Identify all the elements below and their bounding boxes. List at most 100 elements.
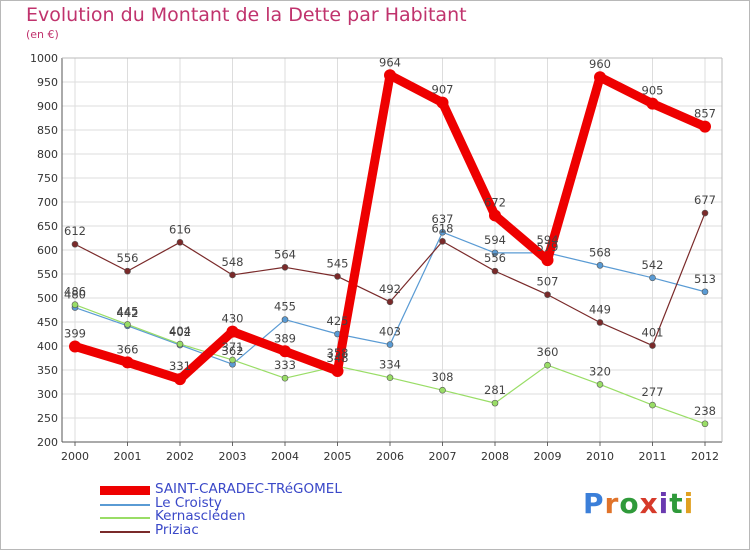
data-point: [229, 356, 236, 364]
legend-label: Priziac: [155, 521, 199, 538]
data-point: [596, 381, 604, 388]
y-tick-label: 250: [37, 412, 58, 425]
x-tick-label: 2005: [324, 450, 352, 463]
data-label: 404: [169, 324, 191, 338]
data-label: 331: [169, 359, 191, 373]
data-point: [386, 298, 394, 306]
x-tick-label: 2009: [534, 450, 562, 463]
data-point: [334, 273, 341, 280]
data-label: 238: [694, 404, 716, 418]
y-tick-label: 950: [37, 76, 58, 89]
data-point: [649, 401, 656, 409]
series-lines: [69, 69, 711, 428]
x-tick-label: 2011: [639, 450, 667, 463]
y-tick-label: 300: [37, 388, 58, 401]
data-label: 334: [379, 358, 401, 372]
data-point: [699, 120, 711, 133]
legend-label: Le Croisty: [155, 494, 222, 511]
legend-item: SAINT-CARADEC-TRéGOMEL: [100, 481, 400, 498]
logo-letter: x: [639, 487, 659, 520]
data-label: 402: [169, 325, 191, 339]
data-point: [281, 374, 289, 382]
grid: [62, 57, 722, 443]
data-label: 542: [642, 258, 664, 272]
legend-swatch: [100, 503, 150, 506]
data-label: 281: [484, 383, 506, 397]
data-label: 445: [117, 304, 139, 318]
data-point: [229, 271, 236, 279]
axes: 200 250 300 350 400 450 500 550 600 650 700 750 800 8…: [30, 52, 723, 463]
y-tick-label: 650: [37, 220, 58, 233]
data-label: 333: [274, 358, 296, 372]
data-point: [541, 254, 554, 267]
data-label: 857: [694, 107, 716, 121]
data-label: 449: [589, 302, 611, 316]
data-label: 425: [327, 314, 349, 328]
data-point: [439, 238, 446, 245]
data-point: [489, 209, 501, 222]
data-label: 430: [222, 312, 244, 326]
data-point: [439, 228, 446, 236]
y-tick-label: 700: [37, 196, 58, 209]
legend-label: SAINT-CARADEC-TRéGOMEL: [155, 481, 342, 497]
data-label: 513: [694, 272, 716, 286]
data-label: 277: [642, 385, 664, 399]
legend-swatch: [100, 517, 150, 519]
data-point: [491, 249, 499, 257]
logo-letter: r: [604, 487, 620, 520]
y-tick-label: 1000: [30, 52, 58, 65]
x-tick-label: 2012: [691, 450, 719, 463]
x-tick-label: 2001: [114, 450, 142, 463]
y-tick-label: 550: [37, 268, 58, 281]
data-label: 348: [327, 351, 349, 365]
chart-subtitle: (en €): [26, 28, 59, 41]
data-point: [436, 96, 449, 109]
data-point: [596, 262, 604, 269]
data-point: [174, 373, 186, 386]
data-point: [226, 325, 239, 338]
data-label: 579: [537, 240, 559, 254]
data-point: [124, 267, 131, 275]
data-label: 389: [274, 331, 296, 345]
data-point: [491, 399, 499, 407]
data-point: [594, 71, 606, 84]
logo-letter: P: [583, 487, 605, 520]
data-label: 362: [222, 344, 244, 358]
data-point: [386, 341, 394, 348]
data-label: 960: [589, 57, 611, 71]
data-label: 594: [484, 233, 506, 247]
logo-letter: i: [658, 487, 670, 520]
y-tick-label: 600: [37, 244, 58, 257]
data-label: 594: [537, 233, 559, 247]
data-point: [491, 267, 499, 275]
y-tick-label: 850: [37, 124, 58, 137]
logo-letter: i: [683, 487, 695, 520]
y-tick-label: 800: [37, 148, 58, 161]
data-label: 618: [432, 221, 454, 235]
y-tick-label: 750: [37, 172, 58, 185]
x-tick-label: 2004: [271, 450, 299, 463]
x-tick-label: 2007: [429, 450, 457, 463]
x-tick-label: 2002: [166, 450, 194, 463]
legend-swatch: [100, 530, 150, 533]
data-point: [121, 356, 134, 369]
proxiti-logo: Proxiti: [583, 487, 694, 520]
data-label: 677: [694, 193, 716, 207]
legend-swatch: [100, 486, 150, 495]
data-label: 358: [327, 346, 349, 360]
data-point: [701, 288, 709, 296]
data-label: 371: [222, 340, 244, 354]
data-label: 486: [64, 285, 86, 299]
data-label: 556: [117, 251, 139, 265]
chart-title: Evolution du Montant de la Dette par Hab…: [26, 4, 467, 26]
data-point: [281, 263, 289, 271]
data-point: [176, 340, 184, 348]
x-tick-label: 2003: [219, 450, 247, 463]
data-label: 616: [169, 222, 191, 236]
data-label: 360: [537, 345, 559, 359]
logo-letter: o: [619, 487, 640, 520]
x-tick-label: 2006: [376, 450, 404, 463]
data-label: 366: [117, 342, 139, 356]
x-tick-label: 2008: [481, 450, 509, 463]
data-point: [124, 321, 131, 328]
